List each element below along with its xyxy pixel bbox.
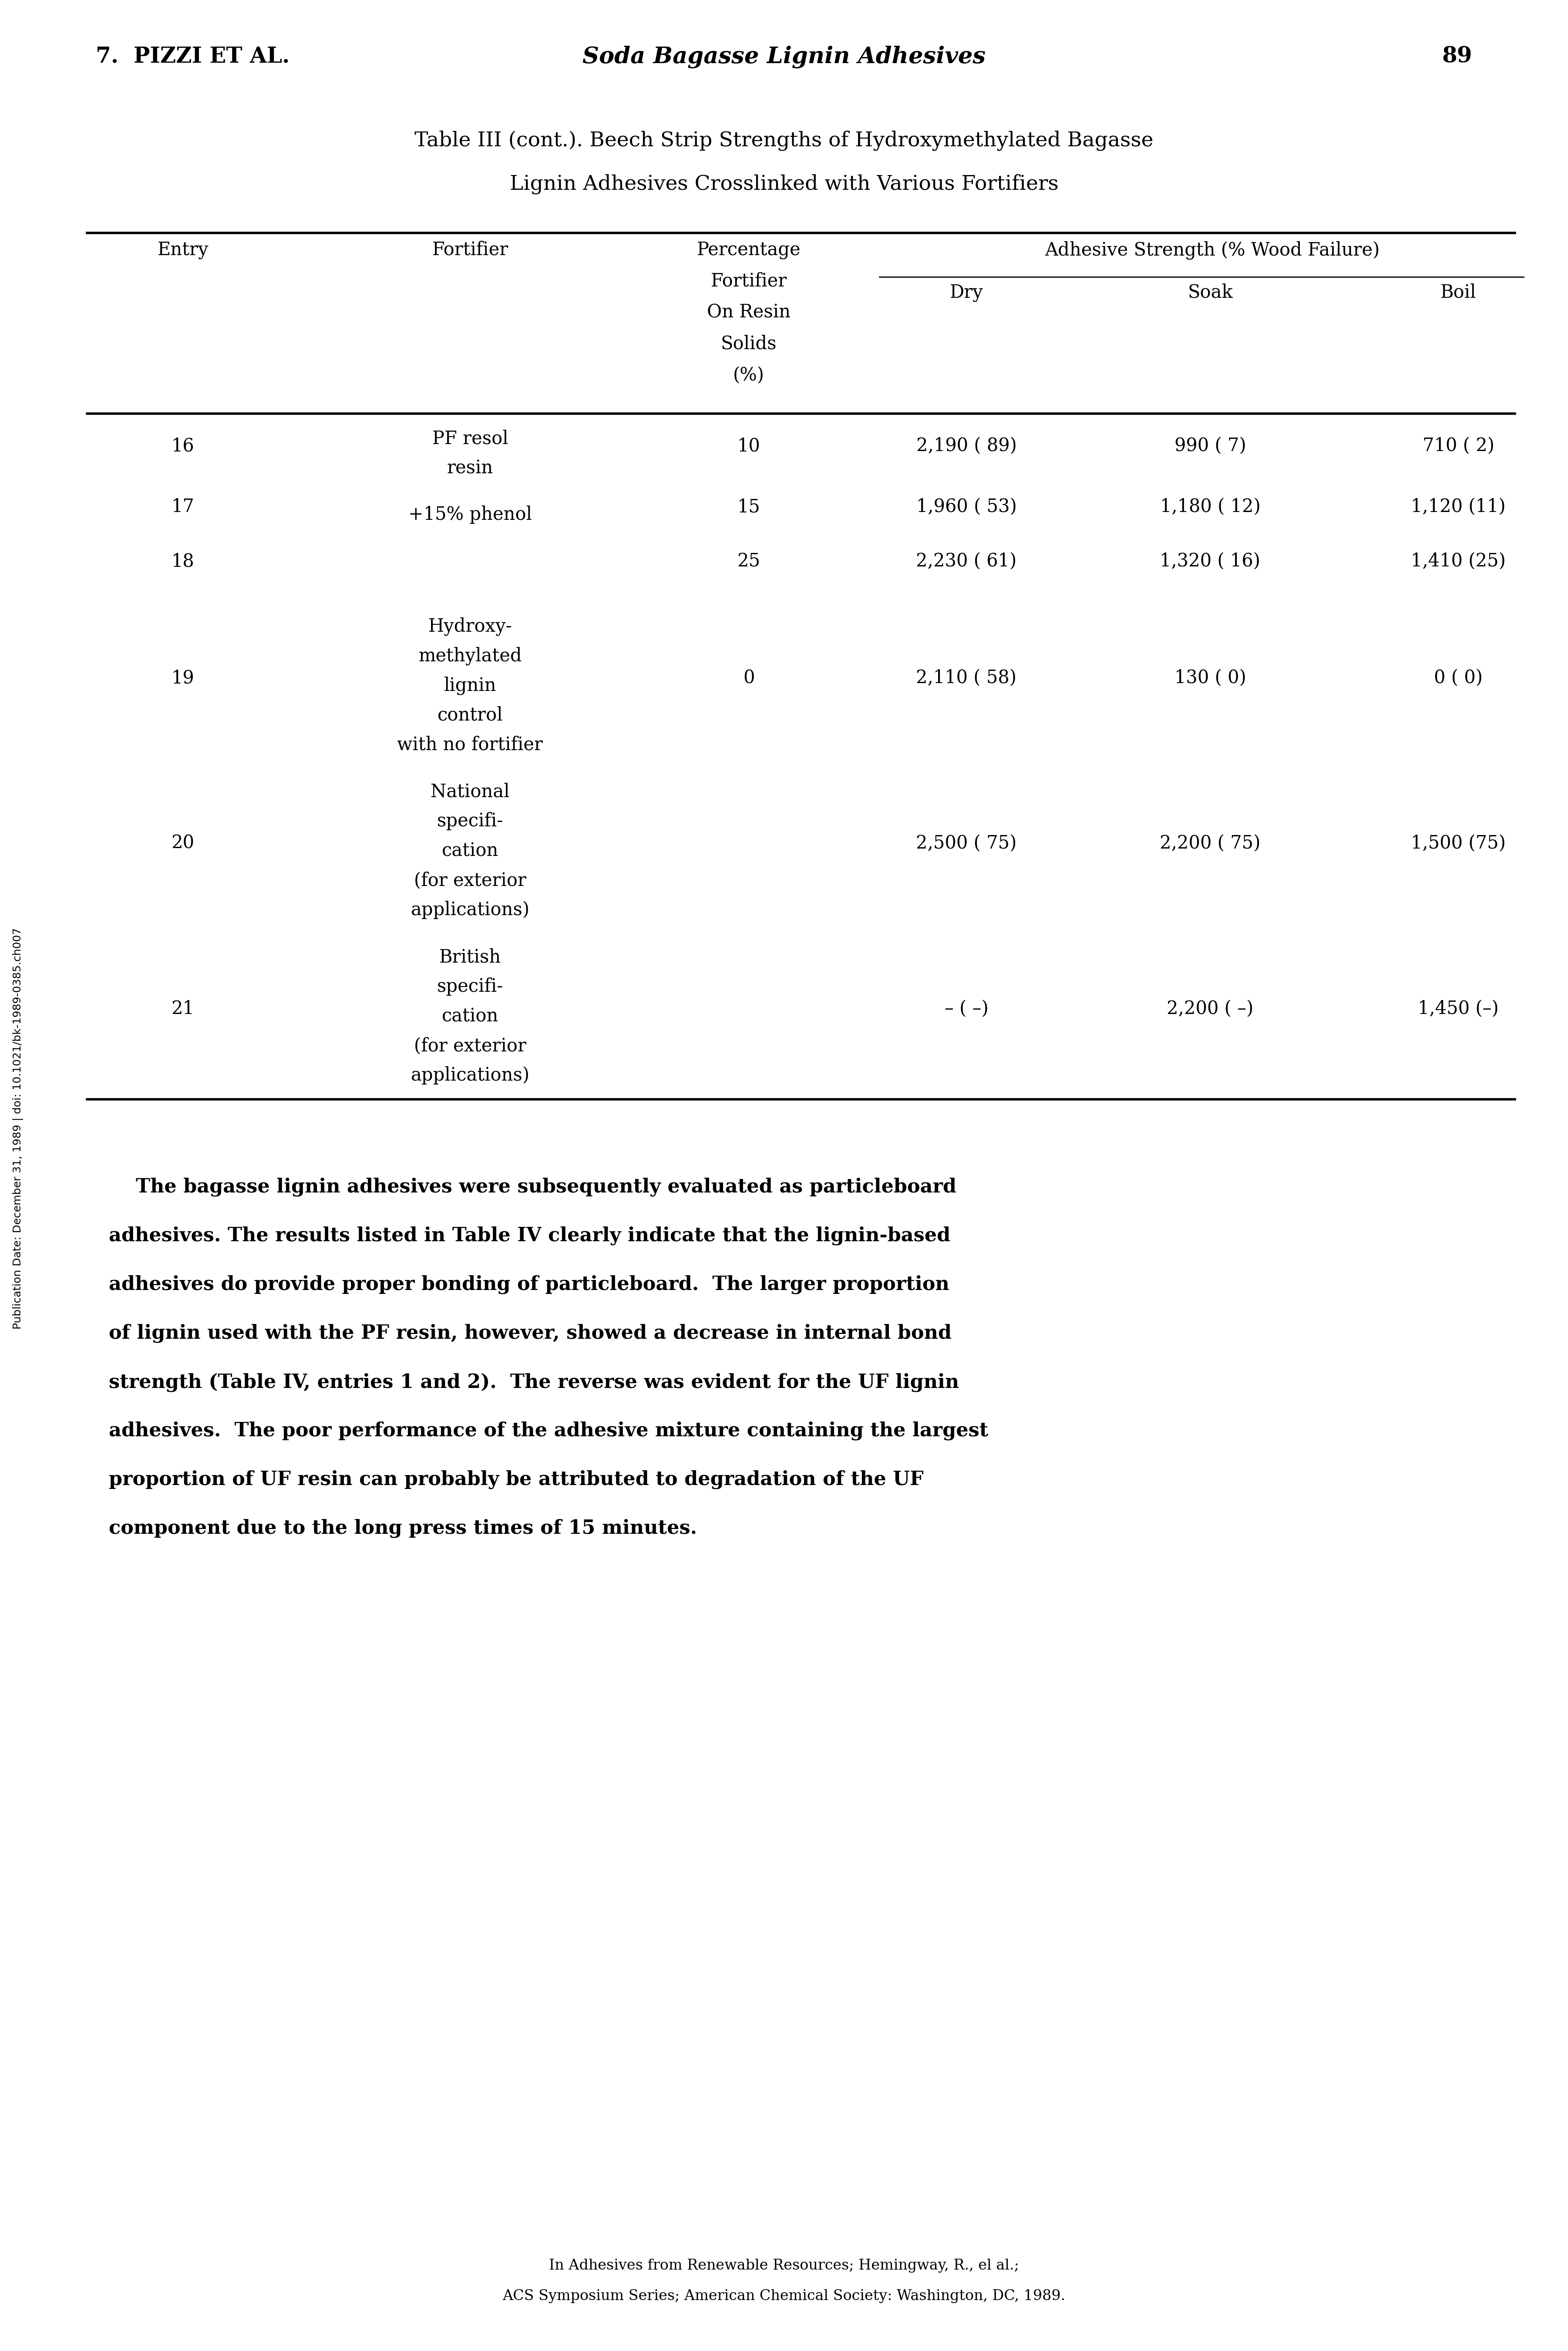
Text: Hydroxy-: Hydroxy- — [428, 616, 513, 635]
Text: control: control — [437, 705, 503, 724]
Text: Adhesive Strength (% Wood Failure): Adhesive Strength (% Wood Failure) — [1044, 240, 1380, 259]
Text: Solids: Solids — [721, 334, 776, 353]
Text: British: British — [439, 947, 502, 966]
Text: resin: resin — [447, 458, 494, 477]
Text: (for exterior: (for exterior — [414, 872, 527, 889]
Text: 18: 18 — [171, 552, 194, 571]
Text: component due to the long press times of 15 minutes.: component due to the long press times of… — [108, 1519, 698, 1538]
Text: 1,320 ( 16): 1,320 ( 16) — [1160, 552, 1261, 571]
Text: of lignin used with the PF resin, however, showed a decrease in internal bond: of lignin used with the PF resin, howeve… — [108, 1324, 952, 1342]
Text: 2,190 ( 89): 2,190 ( 89) — [916, 437, 1016, 456]
Text: 16: 16 — [171, 437, 194, 456]
Text: 130 ( 0): 130 ( 0) — [1174, 668, 1247, 686]
Text: 89: 89 — [1443, 45, 1472, 68]
Text: 2,200 ( –): 2,200 ( –) — [1167, 999, 1253, 1018]
Text: strength (Table IV, entries 1 and 2).  The reverse was evident for the UF lignin: strength (Table IV, entries 1 and 2). Th… — [108, 1373, 960, 1392]
Text: 25: 25 — [737, 552, 760, 571]
Text: Percentage: Percentage — [696, 240, 801, 259]
Text: Publication Date: December 31, 1989 | doi: 10.1021/bk-1989-0385.ch007: Publication Date: December 31, 1989 | do… — [13, 929, 24, 1328]
Text: specifi-: specifi- — [437, 811, 503, 830]
Text: Boil: Boil — [1441, 284, 1475, 301]
Text: with no fortifier: with no fortifier — [397, 736, 543, 755]
Text: 2,110 ( 58): 2,110 ( 58) — [916, 668, 1016, 686]
Text: proportion of UF resin can probably be attributed to degradation of the UF: proportion of UF resin can probably be a… — [108, 1469, 924, 1488]
Text: cation: cation — [442, 842, 499, 860]
Text: 1,960 ( 53): 1,960 ( 53) — [916, 498, 1016, 517]
Text: +15% phenol: +15% phenol — [408, 505, 532, 524]
Text: applications): applications) — [411, 900, 530, 919]
Text: (for exterior: (for exterior — [414, 1037, 527, 1056]
Text: Fortifier: Fortifier — [710, 273, 787, 292]
Text: 1,180 ( 12): 1,180 ( 12) — [1160, 498, 1261, 517]
Text: adhesives do provide proper bonding of particleboard.  The larger proportion: adhesives do provide proper bonding of p… — [108, 1274, 949, 1293]
Text: Table III (cont.). Beech Strip Strengths of Hydroxymethylated Bagasse: Table III (cont.). Beech Strip Strengths… — [414, 132, 1154, 150]
Text: 1,450 (–): 1,450 (–) — [1417, 999, 1499, 1018]
Text: (%): (%) — [734, 367, 765, 386]
Text: adhesives. The results listed in Table IV clearly indicate that the lignin-based: adhesives. The results listed in Table I… — [108, 1227, 950, 1246]
Text: 7.  PIZZI ET AL.: 7. PIZZI ET AL. — [96, 45, 290, 68]
Text: Entry: Entry — [157, 240, 209, 259]
Text: PF resol: PF resol — [433, 430, 508, 449]
Text: 1,410 (25): 1,410 (25) — [1411, 552, 1505, 571]
Text: 1,500 (75): 1,500 (75) — [1411, 835, 1505, 853]
Text: Soak: Soak — [1187, 284, 1232, 301]
Text: Soda Bagasse Lignin Adhesives: Soda Bagasse Lignin Adhesives — [582, 45, 986, 68]
Text: 0: 0 — [743, 668, 754, 686]
Text: methylated: methylated — [419, 647, 522, 665]
Text: 19: 19 — [171, 668, 194, 686]
Text: On Resin: On Resin — [707, 303, 790, 322]
Text: 21: 21 — [171, 999, 194, 1018]
Text: specifi-: specifi- — [437, 978, 503, 997]
Text: Fortifier: Fortifier — [433, 240, 508, 259]
Text: – ( –): – ( –) — [944, 999, 988, 1018]
Text: 2,230 ( 61): 2,230 ( 61) — [916, 552, 1016, 571]
Text: 20: 20 — [171, 835, 194, 853]
Text: adhesives.  The poor performance of the adhesive mixture containing the largest: adhesives. The poor performance of the a… — [108, 1422, 988, 1441]
Text: In Adhesives from Renewable Resources; Hemingway, R., el al.;: In Adhesives from Renewable Resources; H… — [549, 2259, 1019, 2273]
Text: Lignin Adhesives Crosslinked with Various Fortifiers: Lignin Adhesives Crosslinked with Variou… — [510, 174, 1058, 195]
Text: The bagasse lignin adhesives were subsequently evaluated as particleboard: The bagasse lignin adhesives were subseq… — [108, 1178, 956, 1197]
Text: cation: cation — [442, 1006, 499, 1025]
Text: 2,500 ( 75): 2,500 ( 75) — [916, 835, 1016, 853]
Text: 990 ( 7): 990 ( 7) — [1174, 437, 1247, 456]
Text: National: National — [431, 783, 510, 802]
Text: 2,200 ( 75): 2,200 ( 75) — [1160, 835, 1261, 853]
Text: 710 ( 2): 710 ( 2) — [1422, 437, 1494, 456]
Text: 10: 10 — [737, 437, 760, 456]
Text: Dry: Dry — [950, 284, 983, 301]
Text: applications): applications) — [411, 1067, 530, 1084]
Text: 1,120 (11): 1,120 (11) — [1411, 498, 1505, 517]
Text: ACS Symposium Series; American Chemical Society: Washington, DC, 1989.: ACS Symposium Series; American Chemical … — [502, 2290, 1066, 2304]
Text: 0 ( 0): 0 ( 0) — [1433, 668, 1483, 686]
Text: 17: 17 — [171, 498, 194, 517]
Text: 15: 15 — [737, 498, 760, 517]
Text: lignin: lignin — [444, 677, 497, 696]
